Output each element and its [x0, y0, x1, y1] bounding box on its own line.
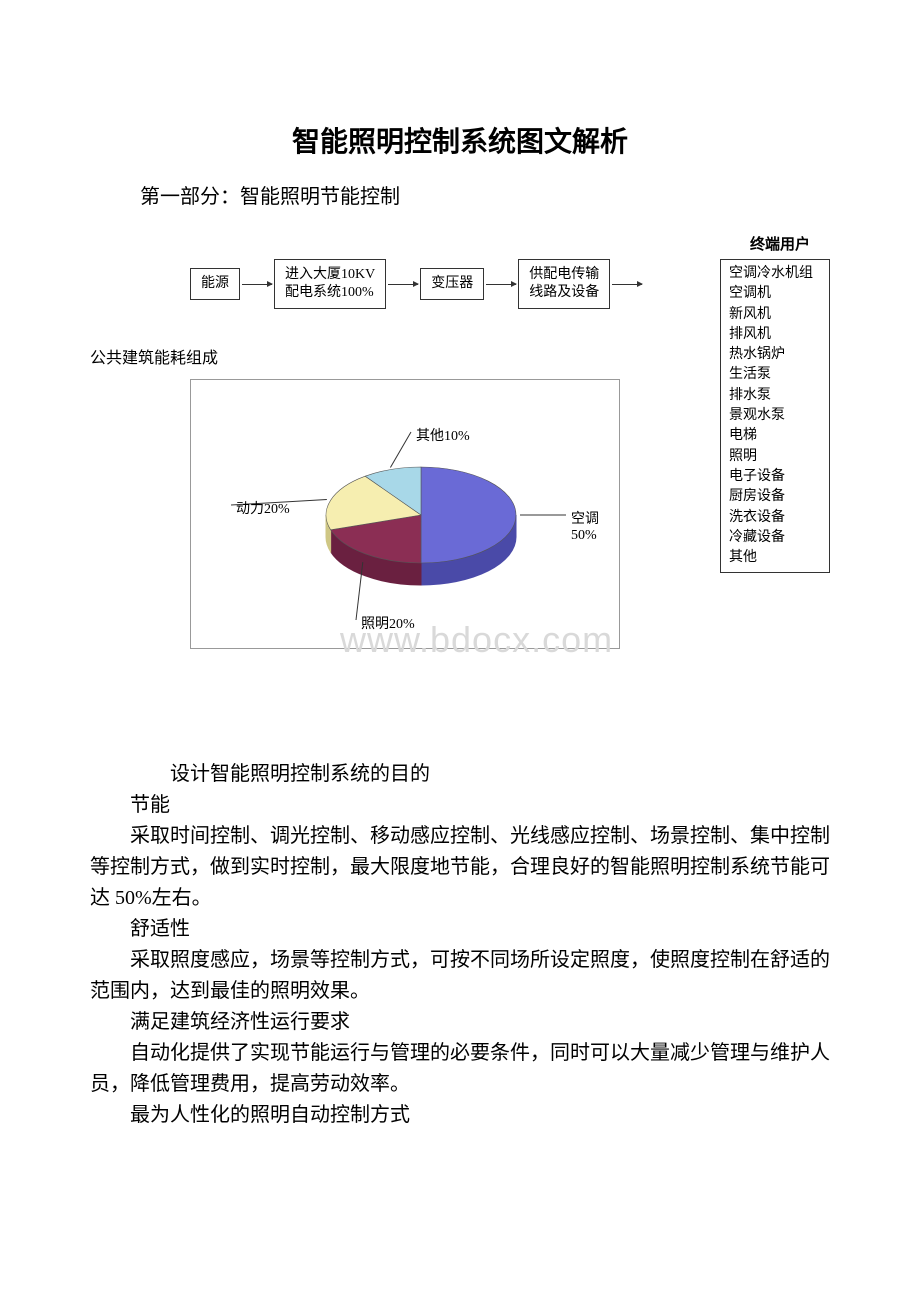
pie-caption: 公共建筑能耗组成 — [90, 344, 218, 368]
flow-node: 能源 — [190, 268, 240, 300]
terminal-item: 新风机 — [729, 305, 821, 325]
flow-arrow-icon — [486, 284, 516, 285]
energy-flow-diagram: 终端用户 能源 进入大厦10KV配电系统100% 变压器 供配电传输线路及设备 空调冷… — [90, 229, 830, 699]
terminal-item: 空调冷水机组 — [729, 264, 821, 284]
terminal-users-list: 空调冷水机组空调机新风机排风机热水锅炉生活泵排水泵景观水泵电梯照明电子设备厨房设… — [720, 259, 830, 573]
terminal-item: 排风机 — [729, 325, 821, 345]
terminal-item: 景观水泵 — [729, 406, 821, 426]
terminal-item: 其他 — [729, 548, 821, 568]
para-head-4: 最为人性化的照明自动控制方式 — [90, 1100, 830, 1131]
para-3: 自动化提供了实现节能运行与管理的必要条件，同时可以大量减少管理与维护人员，降低管… — [90, 1038, 830, 1100]
terminal-item: 热水锅炉 — [729, 345, 821, 365]
terminal-item: 生活泵 — [729, 365, 821, 385]
flow-node: 供配电传输线路及设备 — [518, 259, 610, 309]
terminal-item: 电子设备 — [729, 467, 821, 487]
body-text: 设计智能照明控制系统的目的 节能 采取时间控制、调光控制、移动感应控制、光线感应… — [0, 699, 920, 1131]
purpose-heading: 设计智能照明控制系统的目的 — [90, 759, 830, 790]
terminal-item: 照明 — [729, 447, 821, 467]
para-2: 采取照度感应，场景等控制方式，可按不同场所设定照度，使照度控制在舒适的范围内，达… — [90, 945, 830, 1007]
pie-slice-label: 空调50% — [571, 508, 619, 544]
terminal-item: 电梯 — [729, 426, 821, 446]
para-1: 采取时间控制、调光控制、移动感应控制、光线感应控制、场景控制、集中控制等控制方式… — [90, 821, 830, 914]
para-head-2: 舒适性 — [90, 914, 830, 945]
flow-arrow-icon — [388, 284, 418, 285]
pie-chart: 空调50% 照明20% 动力20% 其他10% — [190, 379, 620, 649]
pie-slice-label: 动力20% — [236, 498, 290, 518]
flow-node: 变压器 — [420, 268, 484, 300]
para-head-3: 满足建筑经济性运行要求 — [90, 1007, 830, 1038]
pie-slice-label: 照明20% — [361, 613, 415, 633]
terminal-item: 厨房设备 — [729, 487, 821, 507]
para-head-1: 节能 — [90, 790, 830, 821]
terminal-item: 空调机 — [729, 284, 821, 304]
section-heading: 第一部分：智能照明节能控制 — [0, 180, 920, 229]
terminal-item: 洗衣设备 — [729, 508, 821, 528]
page-title: 智能照明控制系统图文解析 — [0, 0, 920, 180]
terminal-users-header: 终端用户 — [750, 233, 810, 254]
terminal-item: 排水泵 — [729, 386, 821, 406]
flow-arrow-icon — [612, 284, 642, 285]
terminal-item: 冷藏设备 — [729, 528, 821, 548]
pie-slice-label: 其他10% — [416, 425, 470, 445]
flow-arrow-icon — [242, 284, 272, 285]
flow-node: 进入大厦10KV配电系统100% — [274, 259, 386, 309]
